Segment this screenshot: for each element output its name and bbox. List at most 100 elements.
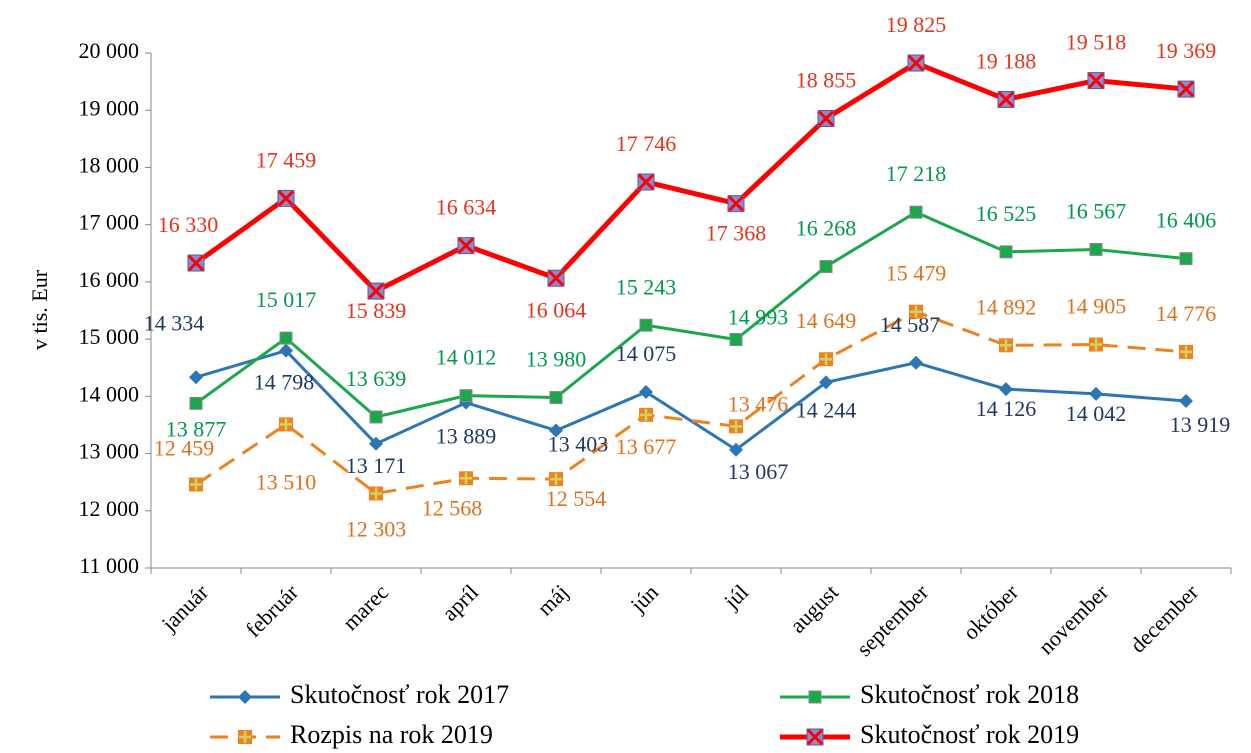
y-tick-label: 12 000 — [79, 496, 140, 521]
data-label: 14 244 — [796, 397, 857, 422]
marker — [277, 189, 295, 207]
marker — [189, 396, 203, 410]
marker-shape — [187, 254, 205, 272]
x-tick-label: máj — [532, 579, 573, 620]
data-label: 14 075 — [616, 341, 677, 366]
data-label: 13 980 — [526, 347, 587, 372]
y-tick-label: 19 000 — [79, 95, 140, 120]
marker-shape — [550, 473, 562, 486]
x-tick-label: február — [241, 579, 304, 642]
marker — [639, 385, 653, 400]
marker-shape — [279, 331, 293, 345]
x-tick-label: apríl — [437, 579, 483, 625]
marker-shape — [460, 472, 472, 485]
marker — [369, 436, 383, 451]
marker — [819, 352, 833, 367]
data-label: 17 368 — [706, 221, 767, 246]
data-label: 19 825 — [886, 12, 947, 37]
marker-shape — [909, 205, 923, 219]
y-tick-label: 17 000 — [79, 210, 140, 235]
marker-shape — [910, 305, 922, 318]
marker-shape — [909, 355, 923, 370]
legend-label: Rozpis na rok 2019 — [290, 720, 493, 749]
data-label: 12 459 — [154, 436, 215, 461]
legend-label: Skutočnosť rok 2019 — [860, 720, 1079, 749]
legend-marker — [238, 730, 252, 744]
marker-shape — [639, 318, 653, 332]
marker-shape — [1179, 252, 1193, 266]
data-label: 13 476 — [728, 391, 789, 416]
data-label: 16 567 — [1066, 198, 1127, 223]
marker-shape — [190, 478, 202, 491]
marker-shape — [369, 410, 383, 424]
marker-shape — [1180, 345, 1192, 358]
data-label: 16 268 — [796, 216, 857, 241]
data-label: 12 568 — [422, 495, 483, 520]
x-tick-label: jún — [625, 579, 663, 617]
marker — [909, 205, 923, 219]
x-tick-label: december — [1125, 579, 1204, 658]
marker — [457, 237, 475, 255]
marker — [1089, 337, 1103, 352]
data-label: 16 634 — [436, 195, 497, 220]
x-tick-label: júl — [718, 579, 753, 614]
data-label: 14 993 — [728, 305, 789, 330]
legend-label: Skutočnosť rok 2018 — [860, 680, 1079, 709]
marker-shape — [277, 190, 295, 207]
marker — [549, 472, 563, 487]
marker-shape — [820, 353, 832, 366]
marker-shape — [239, 731, 251, 743]
marker-shape — [1090, 338, 1102, 351]
marker-shape — [640, 408, 652, 421]
marker — [817, 110, 835, 128]
x-tick-label: september — [851, 579, 933, 661]
marker — [639, 318, 653, 332]
data-label: 13 403 — [548, 432, 609, 457]
x-tick-label: október — [958, 579, 1024, 645]
marker-shape — [549, 390, 563, 404]
marker — [1087, 72, 1105, 90]
data-label: 19 188 — [976, 49, 1037, 74]
y-tick-label: 13 000 — [79, 439, 140, 464]
data-label: 14 012 — [436, 345, 497, 370]
marker-shape — [189, 370, 203, 385]
marker-shape — [999, 245, 1013, 259]
marker — [909, 355, 923, 370]
x-tick-label: marec — [337, 579, 393, 635]
marker — [1177, 80, 1195, 98]
data-label: 19 369 — [1156, 38, 1217, 63]
data-label: 16 330 — [158, 212, 219, 237]
marker — [189, 370, 203, 385]
legend-marker — [238, 690, 252, 704]
marker — [1179, 393, 1193, 408]
marker — [999, 382, 1013, 397]
y-tick-label: 15 000 — [79, 324, 140, 349]
marker-shape — [637, 173, 655, 191]
x-tick-label: november — [1033, 579, 1113, 659]
marker-shape — [1087, 72, 1105, 89]
data-label: 13 171 — [346, 453, 407, 478]
y-axis-label: v tis. Eur — [27, 269, 52, 350]
marker — [909, 304, 923, 319]
marker-shape — [639, 385, 653, 400]
series-line — [195, 349, 1187, 452]
data-label: 12 554 — [546, 486, 607, 511]
data-label: 16 525 — [976, 201, 1037, 226]
marker-shape — [238, 690, 252, 704]
marker-shape — [279, 343, 293, 358]
marker-shape — [997, 91, 1015, 108]
marker-shape — [547, 270, 565, 287]
data-label: 15 243 — [616, 274, 677, 299]
data-label: 13 677 — [616, 434, 677, 459]
marker-shape — [459, 389, 473, 403]
marker-shape — [1000, 339, 1012, 352]
marker — [459, 389, 473, 403]
marker-shape — [370, 487, 382, 500]
marker — [819, 260, 833, 274]
marker — [549, 390, 563, 404]
marker-shape — [808, 690, 822, 704]
marker-shape — [819, 260, 833, 274]
data-label: 13 889 — [436, 424, 497, 449]
marker-shape — [817, 110, 835, 127]
marker — [1179, 252, 1193, 266]
